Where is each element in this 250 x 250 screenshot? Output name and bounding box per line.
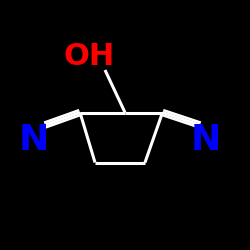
Text: N: N [18,123,49,157]
Text: OH: OH [63,42,114,71]
Text: N: N [191,123,222,157]
